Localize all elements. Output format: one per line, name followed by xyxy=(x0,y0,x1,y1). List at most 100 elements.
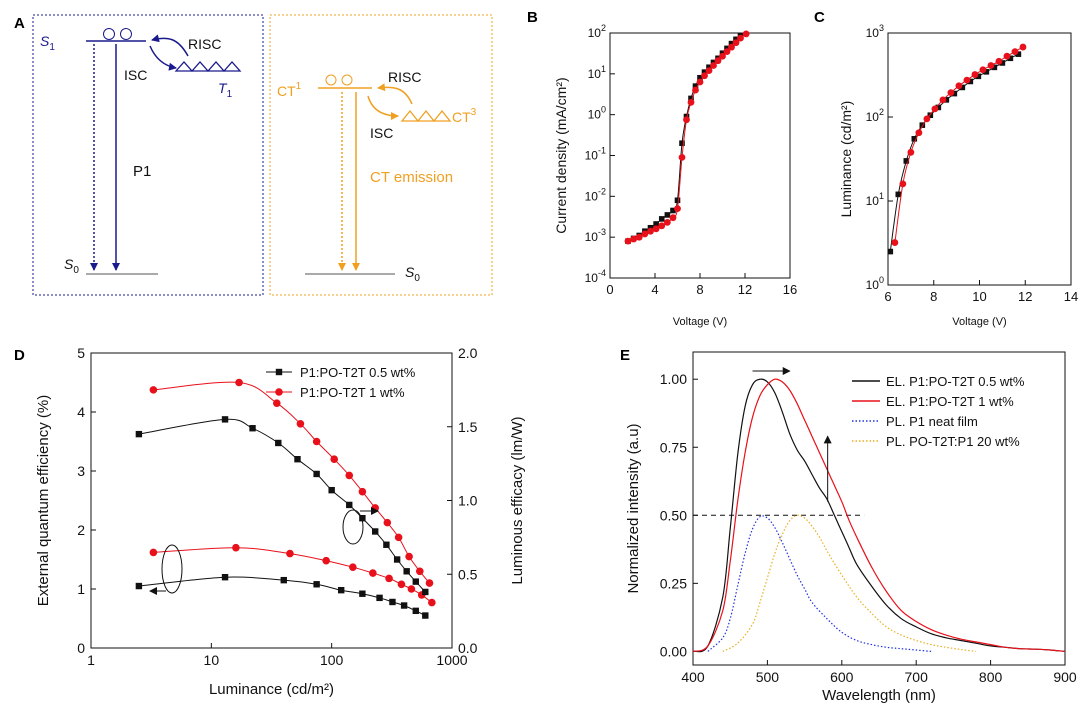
data-point-square xyxy=(911,136,918,142)
data-point-circle xyxy=(899,180,907,188)
y-tick-label: 10-4 xyxy=(585,268,606,285)
data-point-square xyxy=(221,574,229,581)
x-tick-label: 1 xyxy=(87,652,95,668)
data-point-circle xyxy=(149,386,158,394)
data-point-circle xyxy=(742,30,750,38)
panel-a: A S1 T1 RISC ISC P1 S0 CT1 CT3 RISC ISC … xyxy=(14,14,493,296)
plot-frame xyxy=(887,32,1072,286)
x-tick-label: 900 xyxy=(1053,669,1077,685)
data-point-circle xyxy=(630,235,638,243)
right-risc-label: RISC xyxy=(388,69,421,85)
x-tick-label: 10 xyxy=(204,652,220,668)
data-point-square xyxy=(412,578,419,585)
data-point-circle xyxy=(275,388,283,396)
data-point-circle xyxy=(641,230,649,238)
x-tick-label: 600 xyxy=(830,669,854,685)
data-point-circle xyxy=(669,214,677,222)
data-point-square xyxy=(653,221,659,227)
ct1-electron-circle xyxy=(325,74,337,86)
y-axis-label: Luminous efficacy (lm/W) xyxy=(509,416,526,584)
y-tick-label: 1.00 xyxy=(660,371,687,387)
data-point-square xyxy=(919,122,926,128)
y-tick-label: 1.0 xyxy=(458,493,478,509)
data-point-square xyxy=(337,586,345,594)
y-tick-label: 3 xyxy=(77,463,85,479)
x-tick-label: 0 xyxy=(606,282,613,297)
y-tick-label: 101 xyxy=(588,64,606,81)
data-point-circle xyxy=(235,378,243,387)
t1-triangles xyxy=(174,61,242,72)
y-tick-label: 102 xyxy=(588,23,606,40)
t1-label: T1 xyxy=(218,80,233,100)
x-tick-label: 700 xyxy=(905,669,929,685)
y-tick-label: 100 xyxy=(588,105,606,122)
series-line xyxy=(707,515,932,652)
data-point-circle xyxy=(939,96,947,104)
data-point-circle xyxy=(683,116,690,124)
data-point-circle xyxy=(407,585,416,593)
y-tick-label: 1 xyxy=(77,581,85,597)
y-tick-label: 5 xyxy=(77,345,85,361)
data-point-circle xyxy=(931,105,939,113)
data-point-circle xyxy=(330,455,339,464)
data-point-circle xyxy=(692,86,699,94)
data-point-circle xyxy=(358,487,367,496)
data-point-square xyxy=(670,207,676,214)
panel-d-label: D xyxy=(14,347,25,364)
ct3-triangles xyxy=(400,109,452,123)
y-tick-label: 0.25 xyxy=(660,575,687,591)
data-point-circle xyxy=(273,399,281,407)
data-point-square xyxy=(728,40,735,47)
data-point-circle xyxy=(658,222,666,230)
data-point-square xyxy=(943,97,950,103)
x-axis-label: Luminance (cd/m²) xyxy=(209,681,334,698)
data-point-circle xyxy=(947,89,955,97)
data-point-square xyxy=(991,64,998,71)
data-point-circle xyxy=(349,563,357,571)
panel-a-right-frame xyxy=(269,14,493,296)
data-point-square xyxy=(328,486,335,494)
data-point-square xyxy=(697,74,703,81)
y-tick-label: 10-3 xyxy=(585,227,606,244)
data-point-square xyxy=(674,197,681,204)
left-axis-indicator-ellipse xyxy=(161,544,183,594)
data-point-circle xyxy=(647,227,654,235)
data-point-square xyxy=(376,594,383,602)
data-point-square xyxy=(1015,51,1022,57)
data-point-circle xyxy=(385,574,393,583)
ct-isc-arrow xyxy=(367,95,399,120)
data-point-circle xyxy=(1019,43,1027,51)
data-point-circle xyxy=(728,43,735,51)
plot-d: 1 10 100 10000123450.00.51.01.52.0Luminance… xyxy=(35,345,526,698)
data-point-square xyxy=(400,602,408,609)
x-axis-label: Wavelength (nm) xyxy=(822,687,936,704)
data-point-circle xyxy=(624,237,632,245)
x-tick-label: 12 xyxy=(1018,289,1032,304)
y-tick-label: 0.5 xyxy=(458,566,478,582)
data-point-circle xyxy=(1011,48,1019,56)
data-point-square xyxy=(135,582,143,590)
data-point-circle xyxy=(915,129,923,137)
data-point-square xyxy=(967,78,974,85)
data-point-circle xyxy=(723,48,731,56)
data-point-circle xyxy=(296,420,305,428)
y-axis-label: Current density (mA/cm²) xyxy=(553,77,569,233)
data-point-square xyxy=(935,104,942,111)
y-axis-label: Luminance (cd/m²) xyxy=(838,101,854,218)
x-tick-label: 10 xyxy=(972,289,986,304)
data-point-circle xyxy=(907,148,915,156)
left-isc-label: ISC xyxy=(124,67,147,83)
data-point-square xyxy=(412,607,419,615)
y-tick-label: 2 xyxy=(77,522,85,538)
data-point-circle xyxy=(369,569,377,577)
y-tick-label: 100 xyxy=(866,275,884,292)
data-point-circle xyxy=(979,66,987,74)
series-line xyxy=(722,514,976,652)
data-point-square xyxy=(359,515,366,522)
data-point-square xyxy=(679,140,685,147)
y-tick-label: 0.00 xyxy=(660,643,687,659)
y-tick-label: 0.0 xyxy=(458,640,478,656)
legend-label: P1:PO-T2T 1 wt% xyxy=(300,385,405,400)
data-point-circle xyxy=(663,218,671,226)
